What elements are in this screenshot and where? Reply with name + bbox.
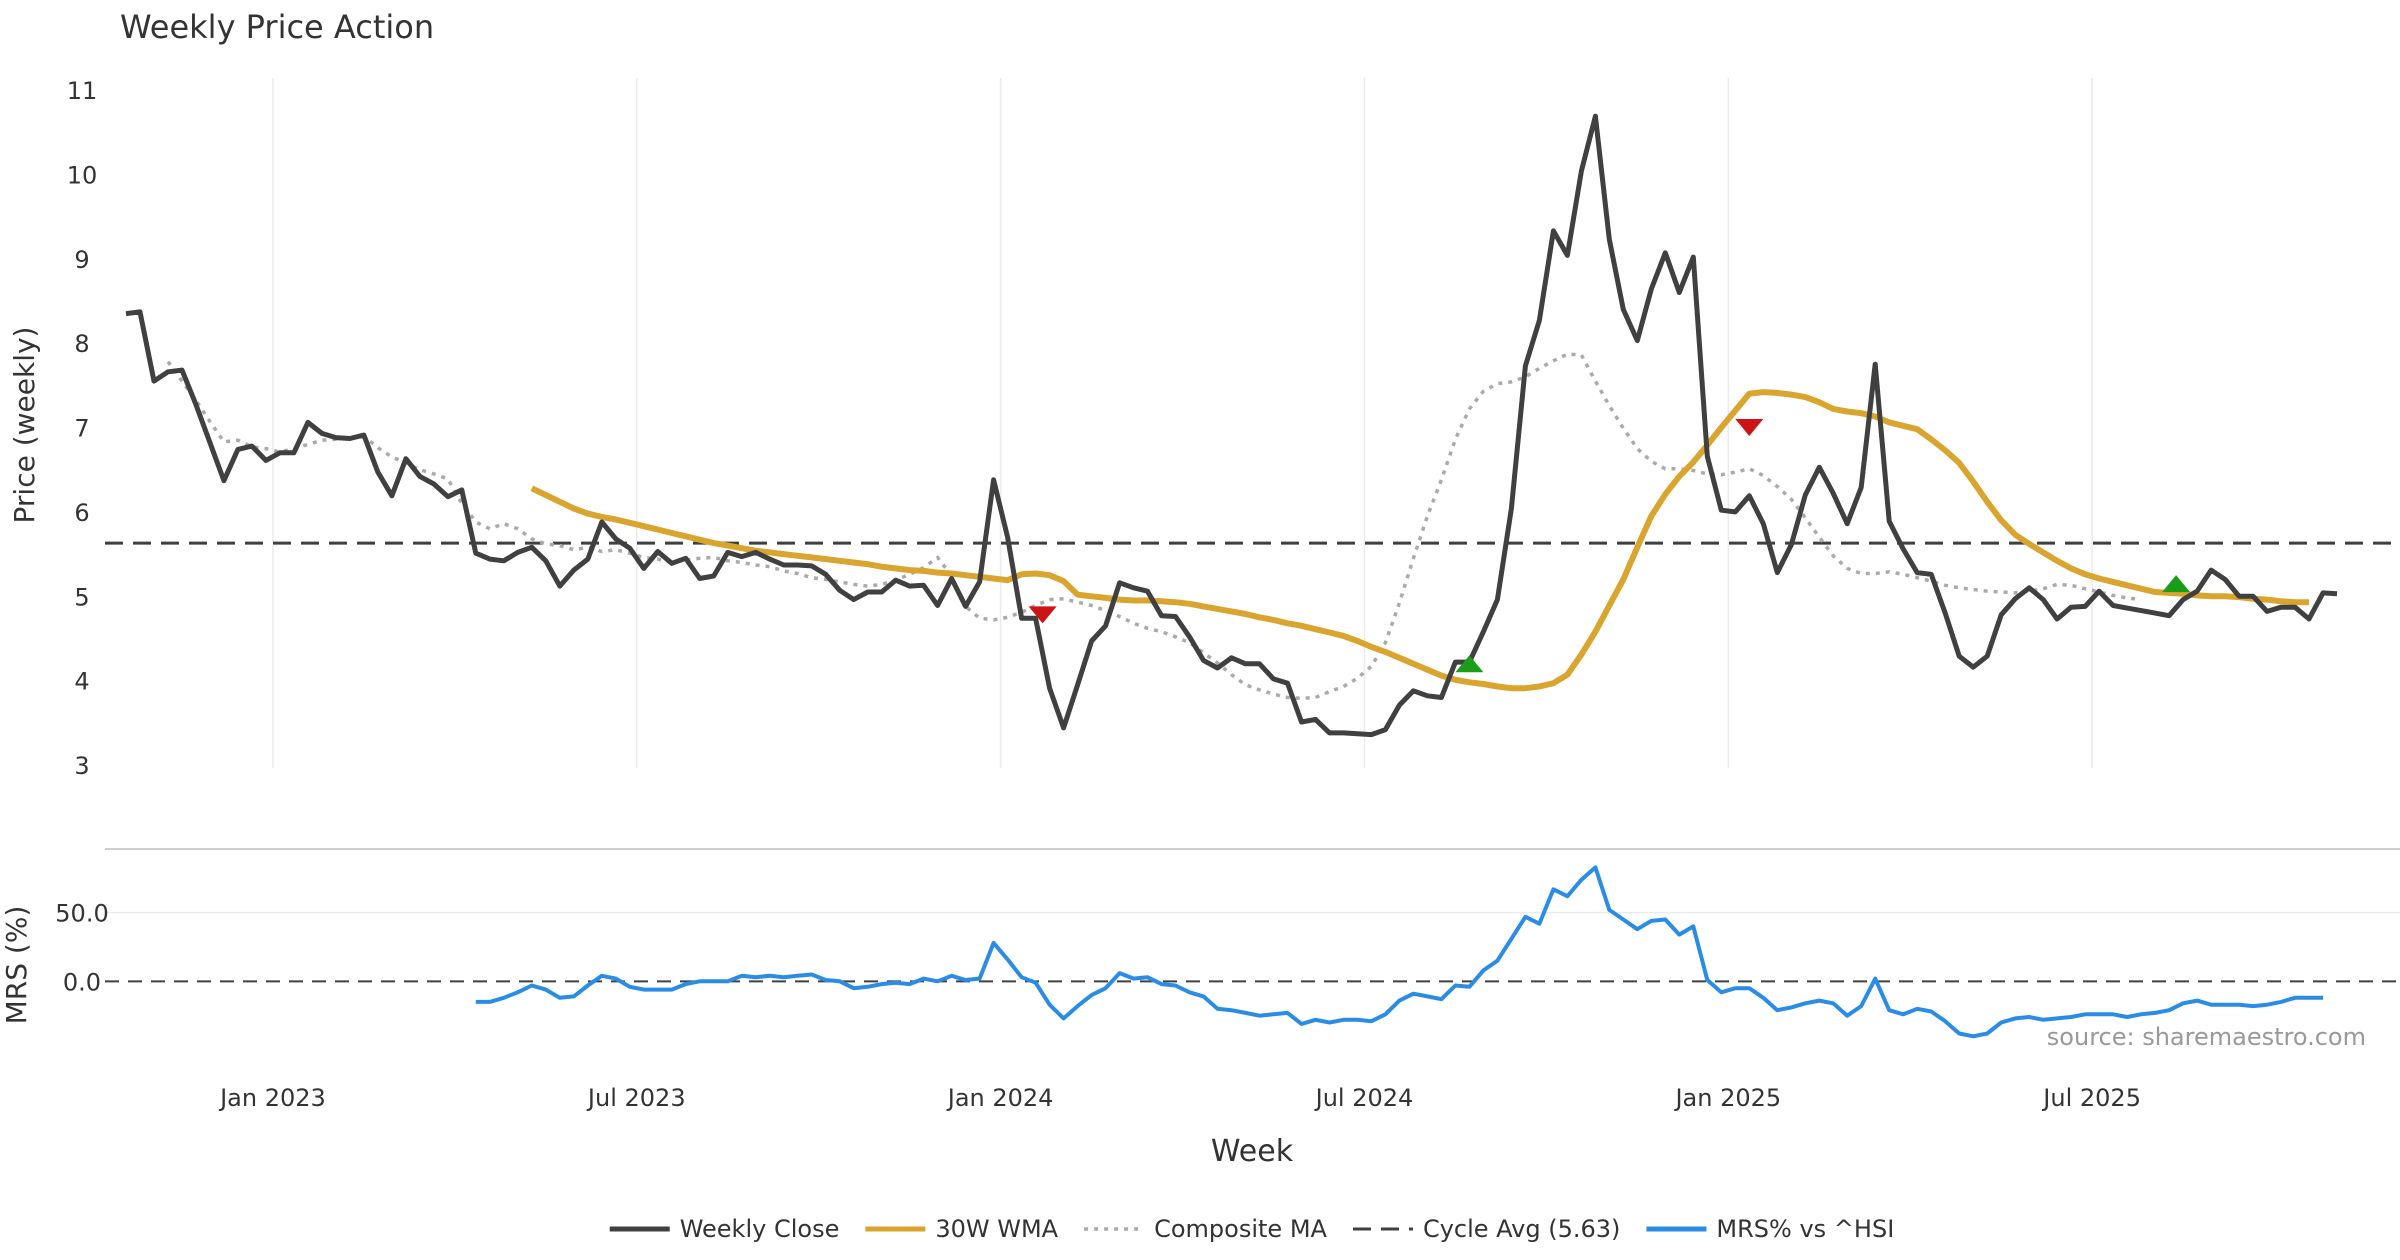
legend-label: MRS% vs ^HSI <box>1716 1215 1894 1243</box>
legend-entry-cycle-avg-5-63: Cycle Avg (5.63) <box>1352 1215 1620 1243</box>
x-axis: Jan 2023 Jul 2023 Jan 2024 Jul 2024 Jan 2025… <box>218 1084 2141 1112</box>
series-weekly-close <box>125 113 2338 738</box>
y-tick-label: 11 <box>67 77 98 105</box>
legend-entry-weekly-close: Weekly Close <box>609 1215 840 1243</box>
legend-label: Cycle Avg (5.63) <box>1423 1215 1620 1243</box>
sell-signal-marker <box>1028 606 1057 624</box>
x-tick-label: Jul 2025 <box>2041 1084 2141 1112</box>
y-tick-label: 9 <box>74 246 89 274</box>
legend: Weekly Close 30W WMA Composite MA Cycle Avg… <box>609 1215 1894 1243</box>
y-tick-label: 10 <box>67 161 98 189</box>
y-tick-label: 5 <box>74 583 89 611</box>
x-tick-label: Jul 2023 <box>586 1084 686 1112</box>
x-axis-label: Week <box>1211 1134 1294 1169</box>
y-tick-label: 6 <box>74 499 89 527</box>
x-tick-label: Jan 2024 <box>946 1084 1054 1112</box>
x-tick-label: Jan 2025 <box>1673 1084 1781 1112</box>
price-y-axis: 3 4 5 6 7 8 9 10 11 <box>67 77 98 780</box>
mrs-y-axis-label: MRS (%) <box>0 906 33 1025</box>
legend-label: Composite MA <box>1154 1215 1327 1243</box>
mrs-y-tick-label: 50.0 <box>55 900 108 928</box>
legend-label: Weekly Close <box>680 1215 840 1243</box>
y-tick-label: 3 <box>74 752 89 780</box>
buy-signal-marker <box>1455 655 1484 673</box>
sell-signal-marker <box>1735 419 1764 436</box>
buy-signal-marker <box>2162 575 2191 593</box>
legend-entry-30w-wma: 30W WMA <box>865 1215 1059 1243</box>
series-mrs-vs-hsi <box>475 865 2323 1039</box>
mrs-series-group <box>475 865 2323 1039</box>
x-tick-label: Jul 2024 <box>1314 1084 1414 1112</box>
price-y-axis-label: Price (weekly) <box>8 327 41 524</box>
y-tick-label: 4 <box>74 668 89 696</box>
series-composite-ma <box>166 352 2142 701</box>
mrs-grid <box>105 911 2400 983</box>
mrs-y-tick-label: 0.0 <box>63 968 101 996</box>
x-tick-label: Jan 2023 <box>218 1084 326 1112</box>
legend-entry-mrs-vs-hsi: MRS% vs ^HSI <box>1646 1215 1894 1243</box>
y-tick-label: 7 <box>74 415 89 443</box>
chart-title: Weekly Price Action <box>120 8 434 46</box>
signal-markers <box>1028 419 2191 673</box>
source-note: source: sharemaestro.com <box>2047 1023 2366 1051</box>
y-tick-label: 8 <box>74 330 89 358</box>
legend-label: 30W WMA <box>935 1215 1058 1243</box>
price-series-group <box>125 113 2338 738</box>
mrs-y-axis: 0.0 50.0 <box>55 900 108 997</box>
legend-entry-composite-ma: Composite MA <box>1084 1215 1328 1243</box>
series-30w-wma <box>530 389 2309 692</box>
